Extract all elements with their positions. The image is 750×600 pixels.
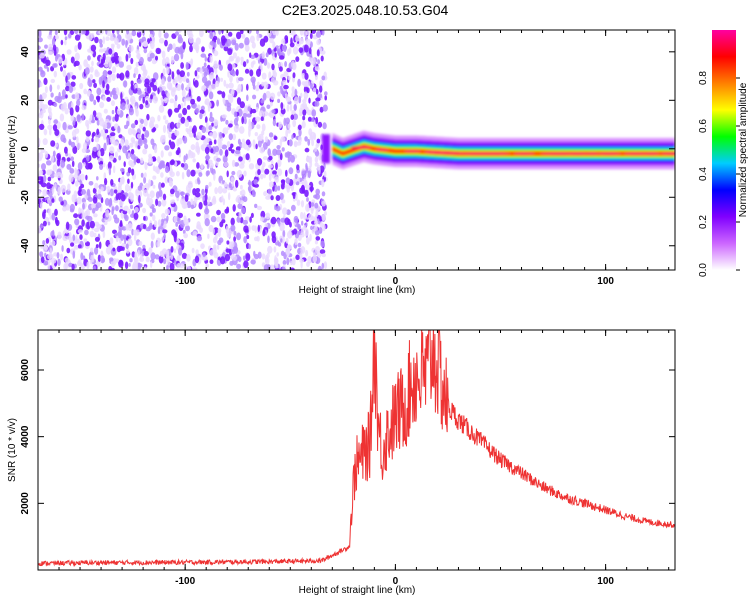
snr-xtick-label: 0 [393, 576, 399, 587]
snr-ytick-label: 4000 [20, 425, 31, 448]
colorbar-ticks: 0.0 0.2 0.4 0.6 0.8 [698, 71, 740, 277]
spectrogram-panel: -100 0 100 -40 -20 0 20 40 Height of straight l… [7, 29, 676, 296]
spectrogram-ytick-label: 40 [20, 46, 31, 58]
spectrogram-ytick-label: -40 [20, 238, 31, 253]
snr-ytick-label: 6000 [20, 358, 31, 381]
colorbar-tick-label: 0.4 [698, 167, 709, 181]
snr-ylabel: SNR (10 * v/v) [7, 418, 18, 482]
snr-xtick-label: 100 [597, 576, 614, 587]
spectrogram-xtick-label: 100 [597, 276, 614, 287]
snr-ticks: -100 0 100 2000 4000 6000 [20, 330, 675, 587]
snr-xtick-label: -100 [175, 576, 195, 587]
spectrogram-ytick-label: -20 [20, 190, 31, 205]
snr-frame [37, 329, 676, 571]
spectrogram-ticks: -100 0 100 -40 -20 0 20 40 [20, 30, 675, 287]
snr-xlabel: Height of straight line (km) [299, 585, 416, 596]
spectrogram-ylabel: Frequency (Hz) [7, 116, 18, 185]
figure-title: C2E3.2025.048.10.53.G04 [282, 2, 449, 18]
spectrogram-frame [37, 29, 676, 271]
colorbar-gradient [712, 30, 736, 270]
spectrogram-ytick-label: 0 [20, 146, 31, 152]
snr-panel: -100 0 100 2000 4000 6000 Height of straight … [7, 329, 676, 596]
colorbar-label: Normalized spectral amplitude [738, 82, 749, 217]
snr-series-line [38, 330, 675, 567]
spectrogram-xlabel: Height of straight line (km) [299, 285, 416, 296]
onset-burst [322, 134, 331, 164]
spectral-line [332, 130, 675, 170]
noise-speckle [38, 30, 328, 270]
spectrogram-xtick-label: 0 [393, 276, 399, 287]
snr-ytick-label: 2000 [20, 492, 31, 515]
colorbar-tick-label: 0.2 [698, 215, 709, 229]
colorbar-tick-label: 0.0 [698, 263, 709, 277]
spectrogram-xtick-label: -100 [175, 276, 195, 287]
colorbar-tick-label: 0.8 [698, 71, 709, 85]
spectrogram-ytick-label: 20 [20, 94, 31, 106]
colorbar-tick-label: 0.6 [698, 119, 709, 133]
spectrogram-content [38, 30, 675, 270]
colorbar: 0.0 0.2 0.4 0.6 0.8 Normalized spectral ampl… [698, 30, 749, 277]
